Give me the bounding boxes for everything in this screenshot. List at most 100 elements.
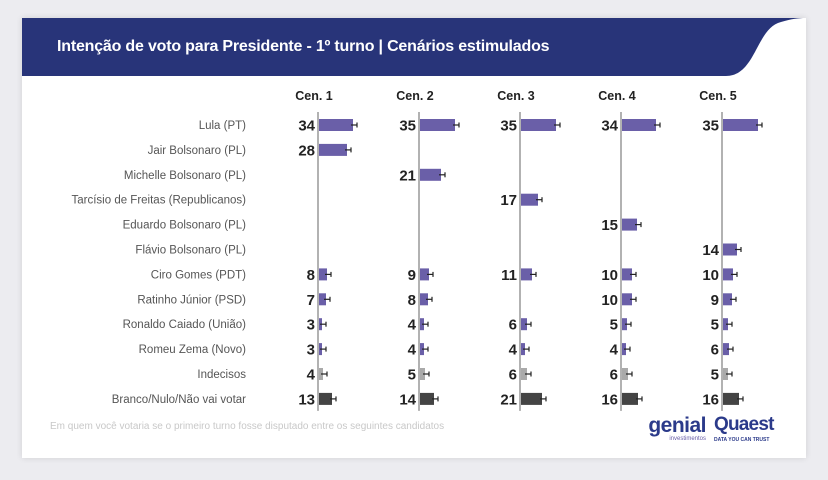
data-label: 4 xyxy=(408,317,417,334)
data-label: 6 xyxy=(509,317,517,334)
column-header: Cen. 2 xyxy=(396,89,434,103)
data-label: 16 xyxy=(702,391,719,408)
bar xyxy=(521,268,532,281)
column-header: Cen. 1 xyxy=(295,89,333,103)
data-label: 10 xyxy=(601,292,618,309)
data-label: 11 xyxy=(501,267,517,284)
category-label: Ronaldo Caiado (União) xyxy=(123,319,247,331)
data-label: 5 xyxy=(408,367,416,384)
bar xyxy=(521,193,538,206)
category-label: Ciro Gomes (PDT) xyxy=(151,269,246,281)
bar xyxy=(622,218,637,231)
quaest-logo-text: Quaest xyxy=(714,414,774,435)
data-label: 4 xyxy=(307,367,316,384)
category-label: Tarcísio de Freitas (Republicanos) xyxy=(72,195,247,207)
data-label: 21 xyxy=(500,391,517,408)
data-label: 6 xyxy=(711,342,719,359)
bar xyxy=(319,268,327,281)
category-label: Jair Bolsonaro (PL) xyxy=(148,145,247,157)
bar xyxy=(521,318,527,331)
bar xyxy=(622,392,638,405)
data-label: 8 xyxy=(408,292,416,309)
bar xyxy=(723,119,758,131)
bar xyxy=(420,392,434,405)
bar xyxy=(723,343,729,356)
genial-logo-text: genial xyxy=(648,414,706,437)
bar xyxy=(723,243,737,256)
bar xyxy=(319,293,326,306)
chart-plot: Lula (PT) Jair Bolsonaro (PL) Michelle Bol… xyxy=(72,89,763,411)
header-band: Intenção de voto para Presidente - 1º tu… xyxy=(22,18,806,76)
data-label: 14 xyxy=(399,391,416,408)
data-label: 17 xyxy=(500,192,517,209)
data-label: 9 xyxy=(408,267,416,284)
data-label: 4 xyxy=(610,342,619,359)
bar xyxy=(521,119,556,131)
data-label: 14 xyxy=(702,242,719,259)
data-label: 35 xyxy=(500,118,517,135)
bar xyxy=(521,368,527,380)
data-label: 15 xyxy=(601,217,618,234)
column-header: Cen. 3 xyxy=(497,89,535,103)
category-label: Branco/Nulo/Não vai votar xyxy=(112,394,246,406)
data-label: 10 xyxy=(702,267,719,284)
bar xyxy=(420,368,425,380)
bar xyxy=(622,368,628,380)
category-label: Flávio Bolsonaro (PL) xyxy=(135,245,246,257)
data-label: 3 xyxy=(307,342,315,359)
bar xyxy=(319,119,353,131)
bar xyxy=(723,268,733,281)
data-label: 5 xyxy=(610,317,618,334)
quaest-logo-sub: DATA YOU CAN TRUST xyxy=(714,437,770,443)
bar xyxy=(521,392,542,405)
data-label: 9 xyxy=(711,292,719,309)
column-header: Cen. 4 xyxy=(598,89,636,103)
bar xyxy=(319,392,332,405)
data-label: 10 xyxy=(601,267,618,284)
category-label: Eduardo Bolsonaro (PL) xyxy=(123,220,247,232)
bar xyxy=(420,268,429,281)
genial-logo: genial investimentos xyxy=(634,414,706,442)
category-label: Lula (PT) xyxy=(199,120,246,132)
data-label: 13 xyxy=(298,391,315,408)
bar xyxy=(420,168,441,181)
bar xyxy=(319,143,347,156)
footnote: Em quem você votaria se o primeiro turno… xyxy=(50,421,445,432)
bar xyxy=(622,119,656,131)
data-label: 34 xyxy=(601,118,618,135)
category-label: Ratinho Júnior (PSD) xyxy=(137,294,246,306)
bar xyxy=(622,268,632,281)
genial-logo-sub: investimentos xyxy=(669,436,706,442)
bar xyxy=(420,119,455,131)
data-label: 3 xyxy=(307,317,315,334)
chart-card: Intenção de voto para Presidente - 1º tu… xyxy=(22,18,806,458)
data-label: 28 xyxy=(298,142,315,159)
bar xyxy=(723,368,728,380)
data-label: 4 xyxy=(408,342,417,359)
data-label: 34 xyxy=(298,118,315,135)
data-label: 35 xyxy=(399,118,416,135)
chart-title: Intenção de voto para Presidente - 1º tu… xyxy=(57,38,550,55)
category-label: Michelle Bolsonaro (PL) xyxy=(124,170,246,182)
data-label: 21 xyxy=(399,167,416,184)
data-label: 35 xyxy=(702,118,719,135)
bar xyxy=(723,392,739,405)
data-label: 4 xyxy=(509,342,518,359)
bar xyxy=(723,293,732,306)
data-label: 16 xyxy=(601,391,618,408)
data-label: 5 xyxy=(711,367,719,384)
category-label: Indecisos xyxy=(197,369,246,381)
quaest-logo: Quaest DATA YOU CAN TRUST xyxy=(714,414,794,443)
bar xyxy=(420,293,428,306)
data-label: 7 xyxy=(307,292,315,309)
bar xyxy=(622,318,627,331)
data-label: 6 xyxy=(509,367,517,384)
data-label: 5 xyxy=(711,317,719,334)
bar xyxy=(622,293,632,306)
data-label: 8 xyxy=(307,267,315,284)
header-curve xyxy=(726,18,806,76)
data-label: 6 xyxy=(610,367,618,384)
bar xyxy=(723,318,728,331)
column-header: Cen. 5 xyxy=(699,89,737,103)
category-label: Romeu Zema (Novo) xyxy=(139,344,247,356)
